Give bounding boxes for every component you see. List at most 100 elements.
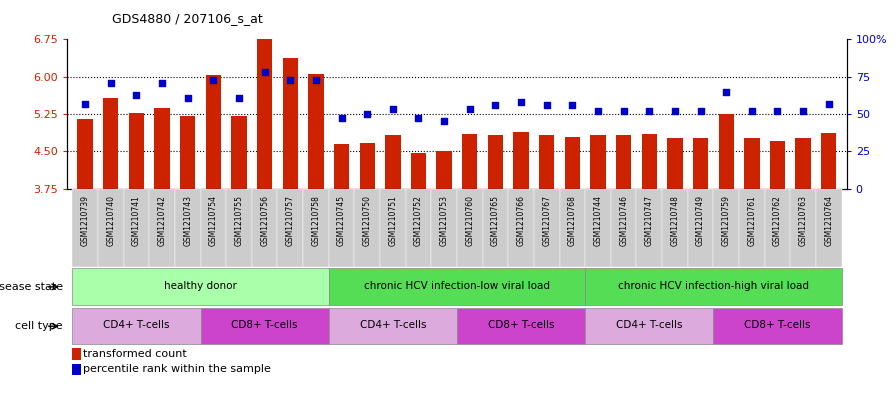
- Bar: [129, 113, 144, 189]
- Bar: [688, 189, 713, 267]
- Text: GSM1210745: GSM1210745: [337, 195, 346, 246]
- Bar: [662, 189, 688, 267]
- Bar: [73, 189, 98, 267]
- Point: [745, 108, 759, 114]
- Text: GSM1210756: GSM1210756: [260, 195, 269, 246]
- Text: GSM1210740: GSM1210740: [107, 195, 116, 246]
- Bar: [821, 133, 837, 189]
- Point: [385, 107, 400, 113]
- Point: [462, 107, 477, 113]
- Text: CD8+ T-cells: CD8+ T-cells: [487, 320, 555, 331]
- Bar: [72, 348, 81, 360]
- Text: GDS4880 / 207106_s_at: GDS4880 / 207106_s_at: [112, 12, 263, 25]
- Bar: [303, 189, 329, 267]
- Bar: [385, 135, 401, 189]
- Bar: [719, 114, 734, 189]
- Point: [257, 69, 271, 75]
- Bar: [816, 189, 841, 267]
- Bar: [150, 189, 175, 267]
- Text: GSM1210749: GSM1210749: [696, 195, 705, 246]
- Text: GSM1210767: GSM1210767: [542, 195, 551, 246]
- Bar: [713, 189, 739, 267]
- Point: [488, 102, 503, 108]
- Text: GSM1210760: GSM1210760: [465, 195, 474, 246]
- Bar: [534, 189, 559, 267]
- Bar: [764, 189, 790, 267]
- Bar: [585, 268, 841, 305]
- Point: [796, 108, 810, 114]
- Bar: [713, 308, 841, 344]
- Bar: [201, 308, 329, 344]
- Point: [565, 102, 580, 108]
- Bar: [72, 364, 81, 375]
- Text: GSM1210763: GSM1210763: [798, 195, 807, 246]
- Text: disease state: disease state: [0, 282, 63, 292]
- Bar: [796, 138, 811, 189]
- Text: GSM1210768: GSM1210768: [568, 195, 577, 246]
- Bar: [693, 138, 708, 189]
- Bar: [308, 74, 323, 189]
- Point: [642, 108, 657, 114]
- Text: GSM1210757: GSM1210757: [286, 195, 295, 246]
- Bar: [508, 189, 534, 267]
- Text: GSM1210753: GSM1210753: [440, 195, 449, 246]
- Bar: [564, 138, 580, 189]
- Point: [129, 92, 143, 98]
- Point: [360, 111, 375, 117]
- Bar: [231, 116, 246, 189]
- Text: GSM1210751: GSM1210751: [388, 195, 397, 246]
- Text: GSM1210743: GSM1210743: [183, 195, 193, 246]
- Text: GSM1210765: GSM1210765: [491, 195, 500, 246]
- Bar: [73, 268, 329, 305]
- Bar: [616, 135, 632, 189]
- Text: CD4+ T-cells: CD4+ T-cells: [103, 320, 169, 331]
- Text: GSM1210764: GSM1210764: [824, 195, 833, 246]
- Text: GSM1210754: GSM1210754: [209, 195, 218, 246]
- Bar: [98, 189, 124, 267]
- Bar: [201, 189, 226, 267]
- Text: GSM1210746: GSM1210746: [619, 195, 628, 246]
- Point: [719, 88, 733, 95]
- Bar: [206, 75, 221, 189]
- Point: [771, 108, 785, 114]
- Bar: [252, 189, 278, 267]
- Bar: [636, 189, 662, 267]
- Bar: [103, 98, 118, 189]
- Point: [822, 100, 836, 107]
- Bar: [611, 189, 636, 267]
- Point: [232, 94, 246, 101]
- Point: [181, 94, 195, 101]
- Bar: [585, 308, 713, 344]
- Text: cell type: cell type: [15, 321, 63, 331]
- Point: [668, 108, 682, 114]
- Bar: [436, 151, 452, 189]
- Bar: [278, 189, 303, 267]
- Bar: [462, 134, 478, 189]
- Text: GSM1210748: GSM1210748: [670, 195, 679, 246]
- Bar: [180, 116, 195, 189]
- Bar: [154, 108, 169, 189]
- Bar: [539, 135, 555, 189]
- Bar: [406, 189, 431, 267]
- Bar: [226, 189, 252, 267]
- Point: [104, 79, 118, 86]
- Text: GSM1210755: GSM1210755: [235, 195, 244, 246]
- Bar: [329, 189, 355, 267]
- Text: transformed count: transformed count: [76, 349, 187, 359]
- Point: [590, 108, 605, 114]
- Bar: [257, 39, 272, 189]
- Bar: [380, 189, 406, 267]
- Text: percentile rank within the sample: percentile rank within the sample: [76, 364, 271, 375]
- Point: [514, 99, 529, 105]
- Text: GSM1210766: GSM1210766: [517, 195, 526, 246]
- Point: [539, 102, 554, 108]
- Text: GSM1210747: GSM1210747: [645, 195, 654, 246]
- Text: GSM1210750: GSM1210750: [363, 195, 372, 246]
- Bar: [410, 153, 426, 189]
- Bar: [124, 189, 150, 267]
- Bar: [590, 135, 606, 189]
- Text: CD8+ T-cells: CD8+ T-cells: [231, 320, 297, 331]
- Text: CD4+ T-cells: CD4+ T-cells: [616, 320, 683, 331]
- Text: chronic HCV infection-low viral load: chronic HCV infection-low viral load: [364, 281, 550, 291]
- Bar: [359, 143, 375, 189]
